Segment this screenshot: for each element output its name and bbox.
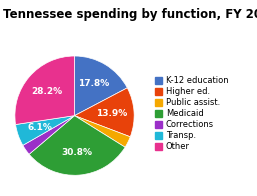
Wedge shape bbox=[29, 116, 125, 175]
Text: Tennessee spending by function, FY 2013: Tennessee spending by function, FY 2013 bbox=[3, 8, 257, 21]
Text: 17.8%: 17.8% bbox=[78, 80, 109, 88]
Wedge shape bbox=[75, 56, 127, 116]
Text: 13.9%: 13.9% bbox=[96, 109, 127, 118]
Wedge shape bbox=[75, 88, 134, 137]
Wedge shape bbox=[23, 116, 75, 154]
Wedge shape bbox=[15, 56, 75, 124]
Wedge shape bbox=[75, 116, 130, 147]
Legend: K-12 education, Higher ed., Public assist., Medicaid, Corrections, Transp., Othe: K-12 education, Higher ed., Public assis… bbox=[153, 74, 230, 153]
Text: 28.2%: 28.2% bbox=[31, 87, 62, 96]
Wedge shape bbox=[16, 116, 75, 145]
Text: 30.8%: 30.8% bbox=[62, 148, 93, 157]
Text: 6.1%: 6.1% bbox=[27, 123, 52, 132]
